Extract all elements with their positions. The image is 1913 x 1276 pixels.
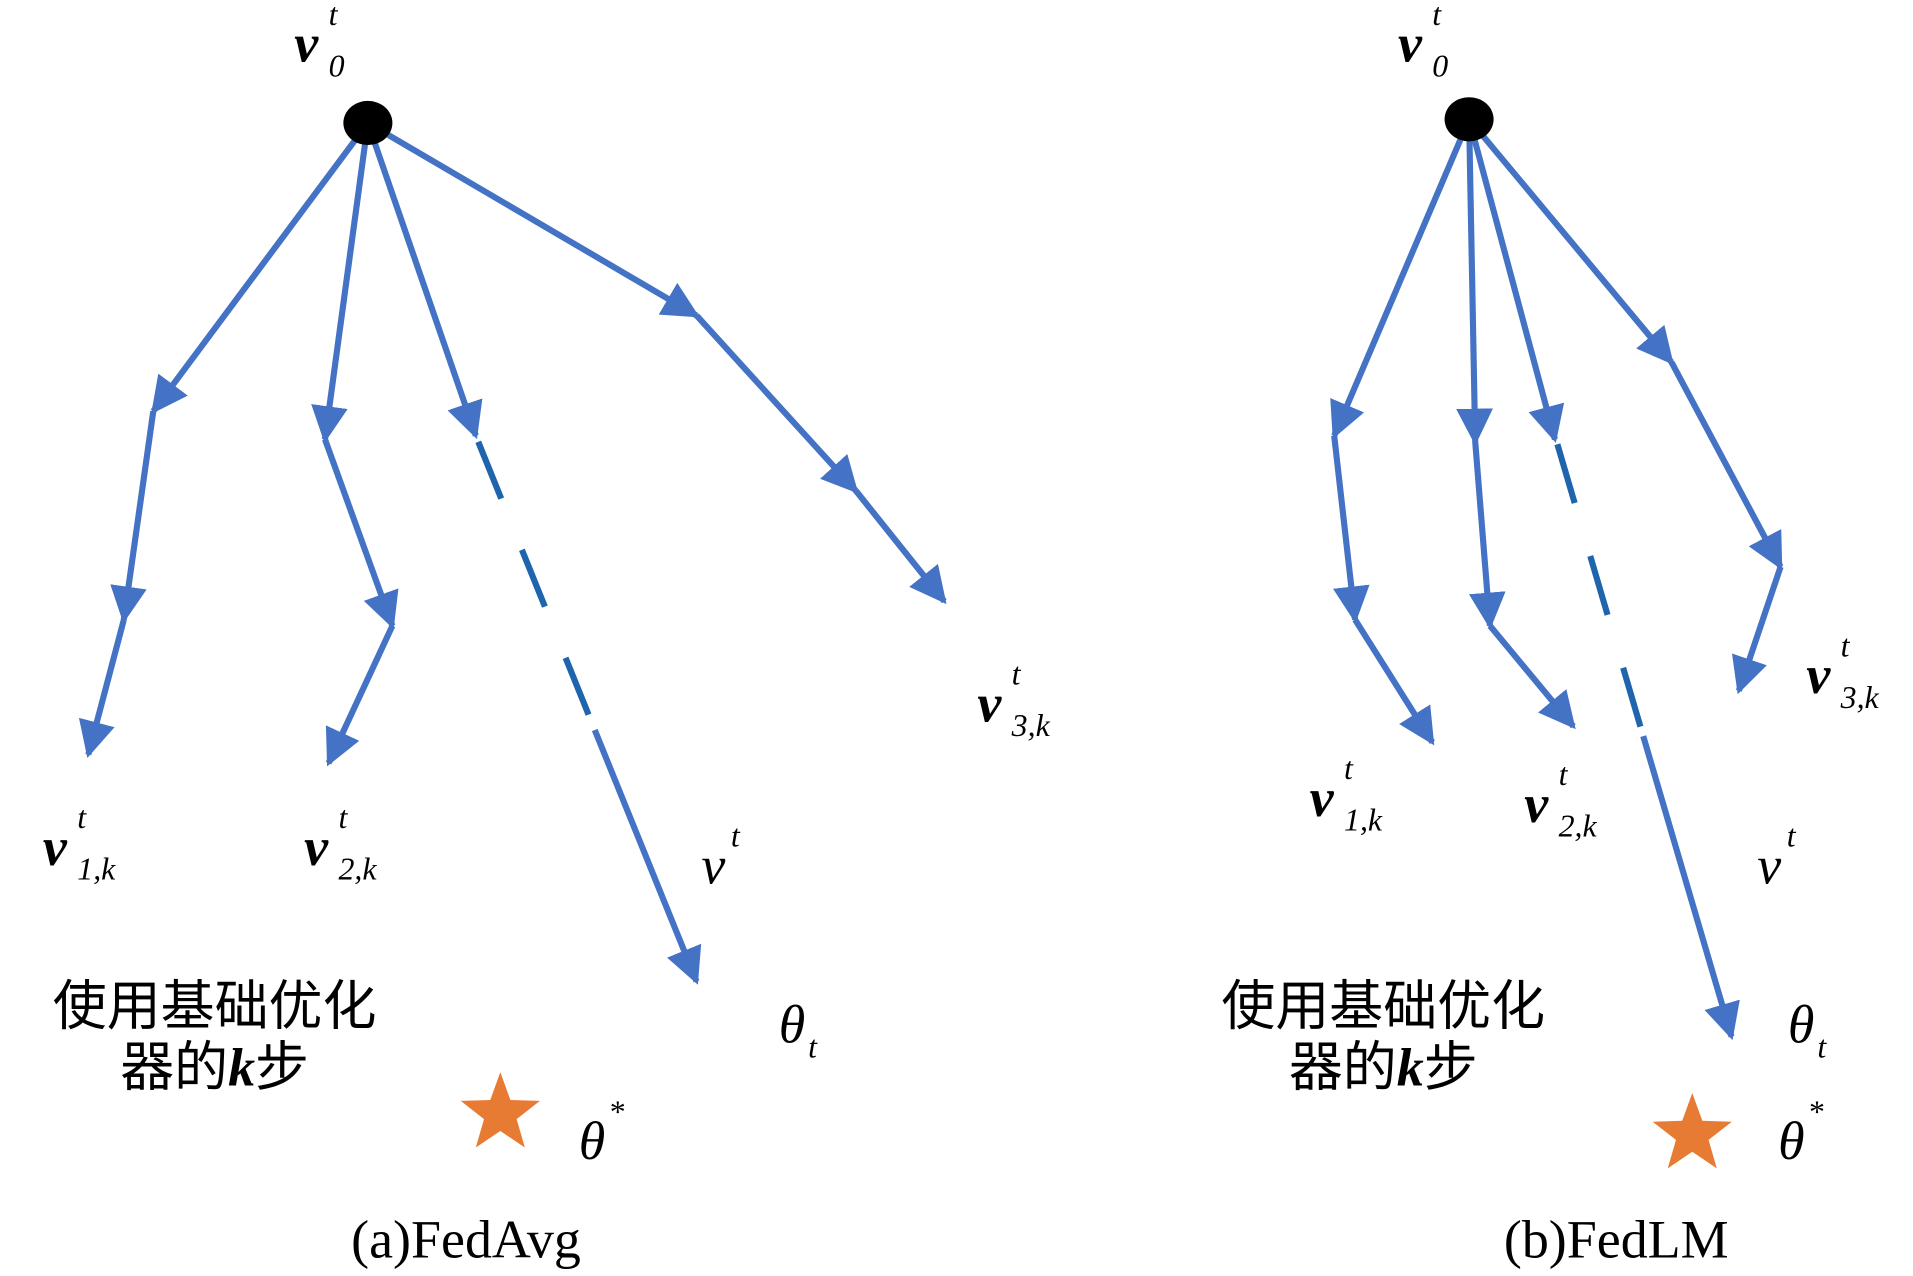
label-base: θ (1788, 995, 1814, 1055)
label-base: v (977, 673, 1002, 733)
math-label: θ * (579, 1094, 624, 1171)
label-base: v (43, 817, 68, 877)
note-line: 器的k步 (1289, 1036, 1478, 1099)
label-sub: 2,k (1559, 809, 1598, 844)
note-line: 使用基础优化 (1221, 974, 1545, 1037)
arrow (694, 313, 859, 494)
arrow (150, 121, 371, 415)
arrow (591, 728, 702, 985)
panel-caption: (a)FedAvg (351, 1209, 581, 1269)
label-base: v (294, 14, 319, 74)
arrow (1456, 119, 1493, 446)
label-sup: t (1344, 751, 1354, 786)
panel-b-arrows (1330, 97, 1784, 1041)
note-part: 器的 (120, 1036, 228, 1099)
math-label: v t 3,k (977, 657, 1050, 744)
arrow (1466, 118, 1565, 443)
arrow (325, 624, 396, 767)
arrow (78, 618, 127, 759)
note-line: 器的k步 (120, 1036, 309, 1099)
arrow (322, 438, 399, 630)
label-base: θ (779, 995, 806, 1055)
note-line: 使用基础优化 (53, 974, 377, 1037)
root-node (1444, 97, 1494, 142)
label-sub: 2,k (338, 852, 377, 887)
root-node (343, 100, 393, 146)
arrow (110, 410, 157, 624)
note-part: k (228, 1038, 255, 1098)
arrow (853, 488, 947, 605)
arrow (1352, 617, 1435, 746)
panel-a-arrows (78, 100, 947, 985)
optimum-star (460, 1072, 540, 1148)
math-label: θ * (1778, 1094, 1823, 1171)
arrow (1468, 441, 1506, 630)
math-label: v t 1,k (43, 800, 116, 887)
label-sub: 0 (329, 48, 345, 83)
arrow (1487, 623, 1576, 730)
label-sup: t (1787, 818, 1797, 853)
math-label: v t 0 (294, 0, 344, 83)
math-label: v t 2,k (1524, 757, 1597, 844)
label-sup: t (1432, 0, 1442, 32)
label-sup: t (77, 800, 87, 835)
note-part: k (1397, 1038, 1424, 1098)
label-base: v (1310, 768, 1335, 828)
dashed-arrow (475, 440, 598, 732)
label-base: v (1806, 645, 1831, 705)
label-sub: 3,k (1840, 680, 1880, 715)
math-label: v t 2,k (304, 800, 377, 887)
label-sub: 1,k (77, 852, 116, 887)
arrow (1331, 435, 1370, 624)
label-sub: 3,k (1011, 708, 1051, 743)
arrow (1731, 565, 1784, 695)
label-sup: t (338, 800, 348, 835)
label-sub: t (1817, 1029, 1827, 1064)
note-part: 器的 (1289, 1036, 1397, 1099)
math-label: v t 1,k (1310, 751, 1383, 838)
arrow (1466, 117, 1674, 365)
label-base: v (1524, 774, 1549, 834)
arrow (311, 122, 371, 443)
optimum-star (1652, 1092, 1732, 1169)
note-part: 步 (1424, 1036, 1478, 1099)
arrow (1640, 735, 1740, 1041)
arrow (366, 120, 700, 319)
label-base: v (1757, 835, 1781, 895)
label-base: v (304, 817, 329, 877)
label-sup: * (1808, 1094, 1824, 1129)
label-sup: t (1841, 628, 1851, 663)
label-sup: t (1012, 657, 1022, 692)
label-sup: * (608, 1094, 624, 1129)
math-label: v t 3,k (1806, 628, 1879, 715)
label-base: v (1398, 14, 1423, 74)
label-sup: t (329, 0, 339, 32)
arrow (1668, 360, 1784, 571)
label-sup: t (1559, 757, 1569, 792)
label-sup: t (731, 818, 741, 853)
note-part: 步 (255, 1036, 309, 1099)
arrow (364, 121, 483, 440)
label-sub: 1,k (1344, 803, 1383, 838)
label-sub: t (808, 1029, 818, 1064)
panel-caption: (b)FedLM (1504, 1209, 1729, 1269)
label-base: v (701, 835, 725, 895)
label-sub: 0 (1432, 48, 1448, 83)
label-base: θ (579, 1111, 606, 1171)
dashed-arrow (1554, 443, 1647, 737)
label-base: θ (1778, 1111, 1804, 1171)
math-label: v t 0 (1398, 0, 1448, 83)
arrow (1330, 118, 1472, 440)
